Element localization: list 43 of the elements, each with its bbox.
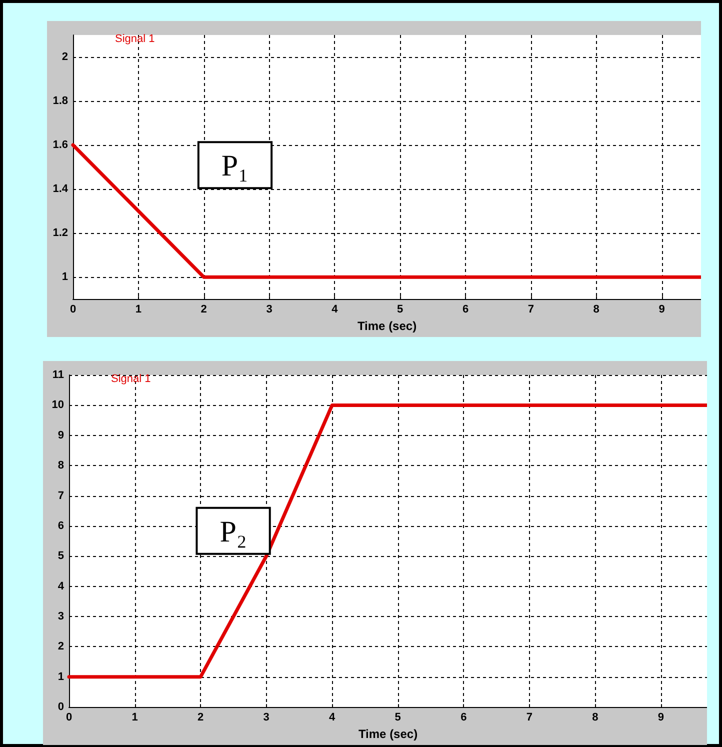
x-tick-label: 8: [593, 304, 600, 316]
x-tick-label: 2: [197, 712, 204, 724]
x-tick-label: 7: [528, 304, 534, 316]
annotation: P₂: [220, 515, 247, 548]
x-tick-label: 8: [592, 712, 598, 724]
y-tick-label: 1.2: [52, 227, 68, 240]
x-axis-title: Time (sec): [357, 319, 417, 333]
x-tick-label: 4: [329, 712, 336, 724]
y-tick-label: 0: [58, 701, 64, 714]
x-tick-label: 5: [397, 304, 404, 316]
y-tick-label: 1: [58, 670, 64, 683]
x-tick-label: 1: [132, 712, 138, 724]
x-tick-label: 3: [263, 712, 270, 724]
x-tick-label: 9: [658, 304, 665, 316]
y-tick-label: 1.6: [52, 139, 68, 152]
y-tick-label: 7: [58, 490, 64, 502]
annotation: P₁: [221, 150, 249, 183]
y-tick-label: 5: [58, 550, 64, 562]
x-tick-label: 4: [332, 304, 339, 316]
y-tick-label: 8: [58, 460, 64, 472]
y-tick-label: 6: [58, 520, 64, 532]
y-tick-label: 2: [62, 51, 68, 64]
text: Signal 1: [111, 373, 151, 385]
y-tick-label: 10: [52, 399, 64, 412]
x-tick-label: 7: [526, 712, 532, 724]
x-tick-label: 2: [200, 304, 207, 316]
x-tick-label: 5: [394, 712, 401, 724]
y-tick-label: 1.8: [52, 95, 68, 108]
y-tick-label: 4: [58, 580, 65, 592]
x-tick-label: 6: [462, 304, 469, 316]
x-tick-label: 9: [658, 712, 664, 724]
y-tick-label: 2: [58, 640, 64, 653]
y-tick-label: 1.4: [52, 183, 69, 196]
x-axis-title: Time (sec): [358, 727, 418, 741]
x-tick-label: 0: [70, 304, 76, 316]
x-tick-label: 3: [266, 304, 272, 316]
x-tick-label: 1: [135, 304, 142, 316]
y-tick-label: 1: [62, 271, 68, 284]
text: Signal 1: [115, 33, 155, 45]
y-tick-label: 11: [52, 369, 64, 381]
y-tick-label: 9: [58, 429, 64, 442]
x-tick-label: 6: [460, 712, 467, 724]
y-tick-label: 3: [58, 610, 64, 623]
